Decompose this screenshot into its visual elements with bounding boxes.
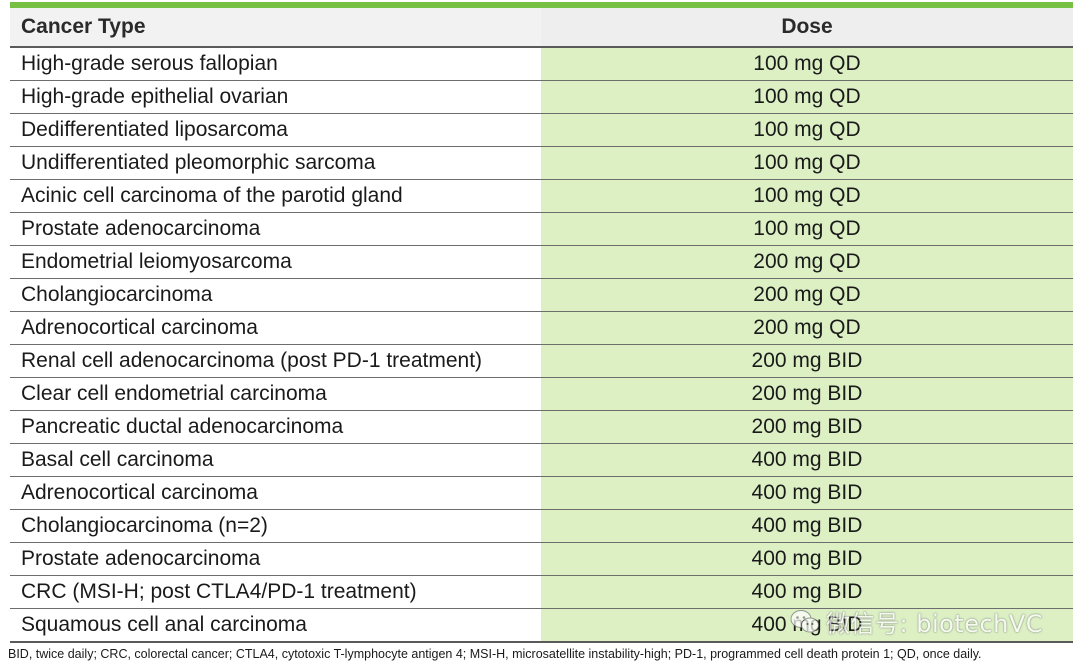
table-row: Prostate adenocarcinoma 100 mg QD [10,212,1073,246]
table-row: High-grade serous fallopian 100 mg QD [10,47,1073,81]
table-row: High-grade epithelial ovarian 100 mg QD [10,80,1073,114]
cell-cancer-type: Adrenocortical carcinoma [10,311,541,345]
cell-cancer-type: Basal cell carcinoma [10,443,541,477]
table-row: Pancreatic ductal adenocarcinoma 200 mg B… [10,410,1073,444]
table-row: CRC (MSI-H; post CTLA4/PD-1 treatment) 40… [10,575,1073,609]
cell-dose: 200 mg QD [541,311,1073,345]
cell-cancer-type: Prostate adenocarcinoma [10,542,541,576]
header-dose: Dose [541,8,1073,48]
table-row: Dedifferentiated liposarcoma 100 mg QD [10,113,1073,147]
cell-dose: 100 mg QD [541,212,1073,246]
cell-cancer-type: Cholangiocarcinoma [10,278,541,312]
cell-cancer-type: Renal cell adenocarcinoma (post PD-1 tre… [10,344,541,378]
cell-cancer-type: Acinic cell carcinoma of the parotid gla… [10,179,541,213]
wechat-icon [790,609,819,632]
table-row: Basal cell carcinoma 400 mg BID [10,443,1073,477]
table-row: Acinic cell carcinoma of the parotid gla… [10,179,1073,213]
table-row: Renal cell adenocarcinoma (post PD-1 tre… [10,344,1073,378]
cell-cancer-type: CRC (MSI-H; post CTLA4/PD-1 treatment) [10,575,541,609]
table-row: Adrenocortical carcinoma 200 mg QD [10,311,1073,345]
table-row: Cholangiocarcinoma (n=2) 400 mg BID [10,509,1073,543]
cell-dose: 200 mg BID [541,377,1073,411]
cell-dose: 400 mg BID [541,542,1073,576]
cell-dose: 200 mg QD [541,278,1073,312]
accent-stripe [10,2,1073,8]
cell-dose: 100 mg QD [541,179,1073,213]
table-row: Undifferentiated pleomorphic sarcoma 100 … [10,146,1073,180]
watermark-text: 微信号: biotechVC [826,610,1044,638]
cell-dose: 100 mg QD [541,146,1073,180]
cell-cancer-type: Clear cell endometrial carcinoma [10,377,541,411]
dose-table-container: Cancer Type Dose High-grade serous fallo… [10,8,1073,643]
top-accent-bar [0,0,1080,8]
cell-cancer-type: Squamous cell anal carcinoma [10,608,541,643]
cell-dose: 400 mg BID [541,509,1073,543]
cell-cancer-type: Adrenocortical carcinoma [10,476,541,510]
cell-dose: 200 mg QD [541,245,1073,279]
cell-dose: 400 mg BID [541,575,1073,609]
table-body: High-grade serous fallopian 100 mg QD High… [10,47,1073,643]
watermark: 微信号: biotechVC [790,604,1043,639]
table-row: Cholangiocarcinoma 200 mg QD [10,278,1073,312]
cell-cancer-type: Undifferentiated pleomorphic sarcoma [10,146,541,180]
cell-dose: 200 mg BID [541,410,1073,444]
footnote: BID, twice daily; CRC, colorectal cancer… [8,647,982,661]
cell-cancer-type: Endometrial leiomyosarcoma [10,245,541,279]
cell-cancer-type: Dedifferentiated liposarcoma [10,113,541,147]
cell-dose: 400 mg BID [541,476,1073,510]
cell-cancer-type: Cholangiocarcinoma (n=2) [10,509,541,543]
table-row: Endometrial leiomyosarcoma 200 mg QD [10,245,1073,279]
cell-cancer-type: Prostate adenocarcinoma [10,212,541,246]
cell-cancer-type: High-grade epithelial ovarian [10,80,541,114]
cell-dose: 100 mg QD [541,80,1073,114]
header-cancer-type: Cancer Type [10,8,541,48]
cell-dose: 200 mg BID [541,344,1073,378]
cell-dose: 100 mg QD [541,113,1073,147]
cell-cancer-type: High-grade serous fallopian [10,47,541,81]
cell-dose: 100 mg QD [541,47,1073,81]
cell-cancer-type: Pancreatic ductal adenocarcinoma [10,410,541,444]
dose-table: Cancer Type Dose High-grade serous fallo… [10,8,1073,643]
header-row: Cancer Type Dose [10,8,1073,48]
table-row: Adrenocortical carcinoma 400 mg BID [10,476,1073,510]
cell-dose: 400 mg BID [541,443,1073,477]
table-row: Clear cell endometrial carcinoma 200 mg B… [10,377,1073,411]
table-row: Prostate adenocarcinoma 400 mg BID [10,542,1073,576]
